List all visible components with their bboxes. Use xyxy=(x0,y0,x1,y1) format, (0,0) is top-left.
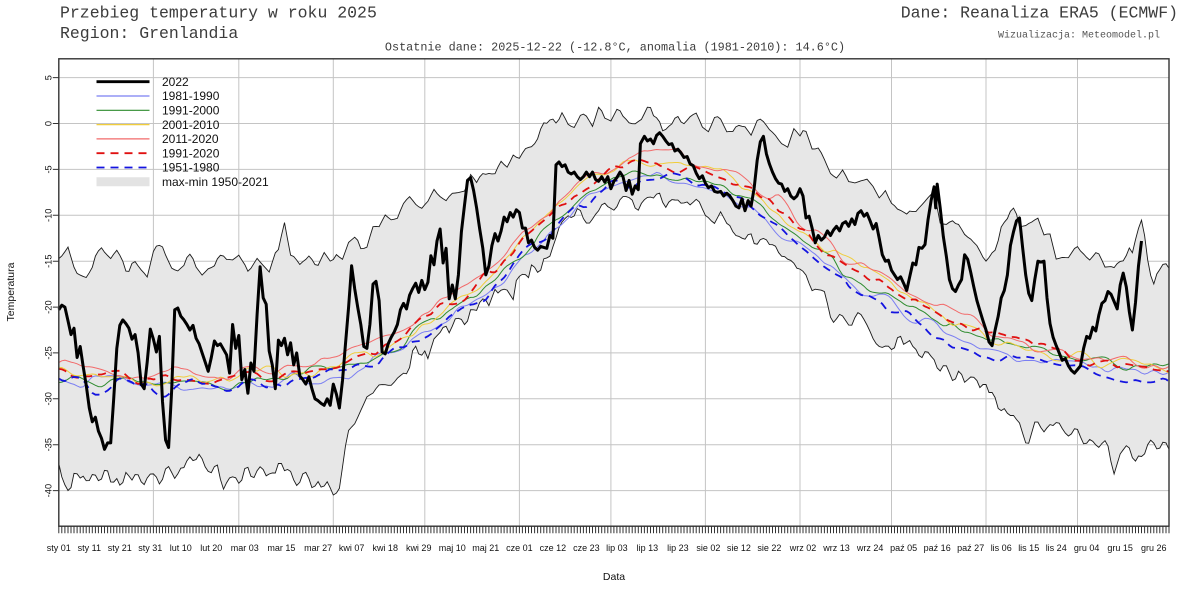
svg-text:-35: -35 xyxy=(43,438,53,451)
svg-text:cze 23: cze 23 xyxy=(573,543,600,553)
svg-text:lip 23: lip 23 xyxy=(667,543,689,553)
svg-text:paź 05: paź 05 xyxy=(890,543,917,553)
svg-text:maj 21: maj 21 xyxy=(472,543,499,553)
svg-text:gru 15: gru 15 xyxy=(1107,543,1133,553)
svg-text:mar 15: mar 15 xyxy=(267,543,295,553)
svg-text:gru 26: gru 26 xyxy=(1141,543,1167,553)
svg-text:kwi 07: kwi 07 xyxy=(339,543,365,553)
svg-text:1951-1980: 1951-1980 xyxy=(162,161,220,175)
svg-text:paź 27: paź 27 xyxy=(957,543,984,553)
svg-text:sty 31: sty 31 xyxy=(138,543,162,553)
svg-text:Wizualizacja: Meteomodel.pl: Wizualizacja: Meteomodel.pl xyxy=(998,30,1160,42)
svg-text:-40: -40 xyxy=(43,484,53,497)
svg-text:kwi 18: kwi 18 xyxy=(372,543,398,553)
svg-text:0: 0 xyxy=(43,121,53,126)
svg-text:Przebieg temperatury w roku 20: Przebieg temperatury w roku 2025 xyxy=(60,4,377,23)
svg-text:sty 21: sty 21 xyxy=(108,543,132,553)
svg-text:sie 12: sie 12 xyxy=(727,543,751,553)
svg-text:lis 24: lis 24 xyxy=(1046,543,1067,553)
svg-text:1991-2000: 1991-2000 xyxy=(162,104,220,118)
svg-text:sty 11: sty 11 xyxy=(78,543,101,553)
svg-text:wrz 13: wrz 13 xyxy=(822,543,850,553)
svg-text:1991-2020: 1991-2020 xyxy=(162,146,220,160)
svg-text:sie 22: sie 22 xyxy=(757,543,781,553)
svg-text:lip 03: lip 03 xyxy=(606,543,628,553)
svg-text:Data: Data xyxy=(603,571,625,583)
svg-text:kwi 29: kwi 29 xyxy=(406,543,432,553)
svg-text:lut 10: lut 10 xyxy=(170,543,192,553)
svg-text:cze 12: cze 12 xyxy=(540,543,567,553)
svg-text:gru 04: gru 04 xyxy=(1074,543,1100,553)
svg-text:Temperatura: Temperatura xyxy=(5,262,17,321)
svg-text:sie 02: sie 02 xyxy=(696,543,720,553)
svg-text:mar 03: mar 03 xyxy=(231,543,259,553)
svg-text:Ostatnie dane: 2025-12-22 (-12: Ostatnie dane: 2025-12-22 (-12.8°C, anom… xyxy=(385,41,845,55)
svg-text:2011-2020: 2011-2020 xyxy=(162,132,219,146)
svg-text:-30: -30 xyxy=(43,392,53,405)
svg-text:5: 5 xyxy=(43,75,53,80)
svg-text:1981-1990: 1981-1990 xyxy=(162,89,220,103)
svg-text:2022: 2022 xyxy=(162,75,189,89)
svg-text:max-min 1950-2021: max-min 1950-2021 xyxy=(162,175,269,189)
svg-text:cze 01: cze 01 xyxy=(506,543,533,553)
svg-text:-10: -10 xyxy=(43,209,53,222)
svg-text:-25: -25 xyxy=(43,346,53,359)
svg-text:wrz 24: wrz 24 xyxy=(856,543,884,553)
svg-text:-15: -15 xyxy=(43,254,53,267)
svg-text:maj 10: maj 10 xyxy=(439,543,466,553)
svg-text:sty 01: sty 01 xyxy=(47,543,71,553)
svg-text:-20: -20 xyxy=(43,300,53,313)
svg-text:lis 06: lis 06 xyxy=(991,543,1012,553)
svg-text:lis 15: lis 15 xyxy=(1018,543,1039,553)
svg-text:wrz 02: wrz 02 xyxy=(789,543,817,553)
svg-text:lut 20: lut 20 xyxy=(200,543,222,553)
svg-text:mar 27: mar 27 xyxy=(304,543,332,553)
svg-text:lip 13: lip 13 xyxy=(637,543,659,553)
svg-text:Region: Grenlandia: Region: Grenlandia xyxy=(60,24,238,43)
svg-text:paź 16: paź 16 xyxy=(924,543,951,553)
svg-text:-5: -5 xyxy=(43,165,53,173)
svg-text:Dane: Reanaliza ERA5 (ECMWF): Dane: Reanaliza ERA5 (ECMWF) xyxy=(901,4,1178,23)
svg-text:2001-2010: 2001-2010 xyxy=(162,118,220,132)
